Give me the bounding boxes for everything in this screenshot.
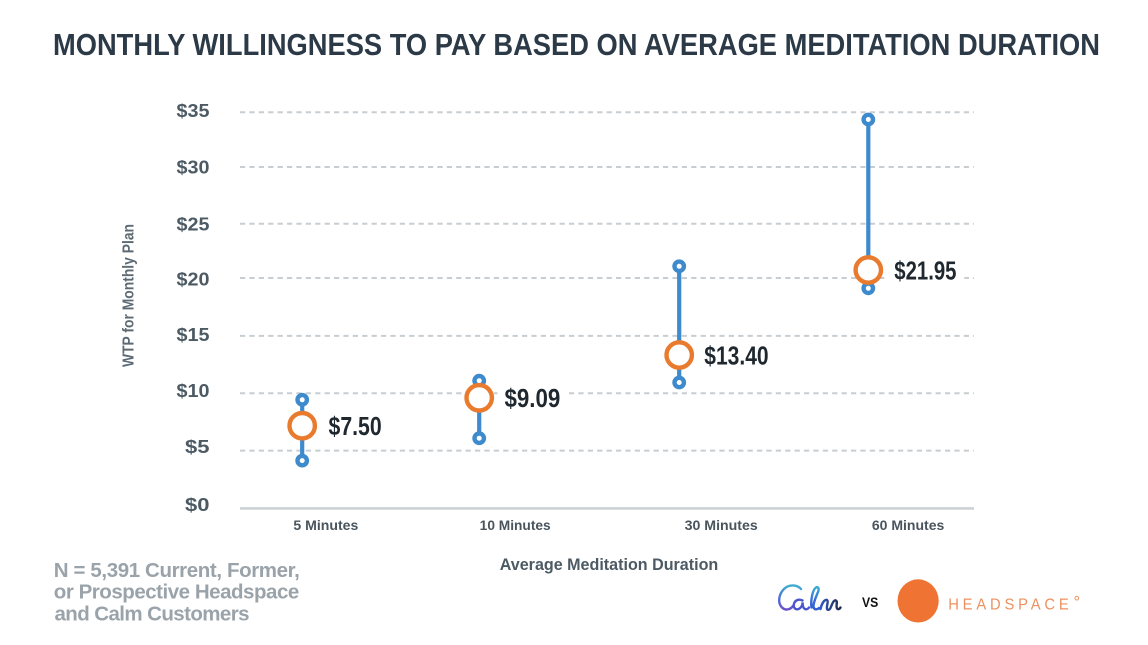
svg-text:$0: $0 [185,496,209,516]
svg-text:60 Minutes: 60 Minutes [872,518,945,533]
svg-text:$30: $30 [177,158,210,178]
svg-text:$35: $35 [177,102,210,122]
svg-text:N = 5,391 Current, Former,: N = 5,391 Current, Former, [54,559,300,582]
svg-text:VS: VS [862,595,878,610]
svg-text:$25: $25 [177,215,210,235]
svg-text:Average Meditation Duration: Average Meditation Duration [500,556,719,574]
svg-text:$21.95: $21.95 [894,255,956,285]
svg-text:HEADSPACE: HEADSPACE [948,596,1072,613]
svg-text:WTP for Monthly Plan: WTP for Monthly Plan [121,224,138,367]
svg-text:$9.09: $9.09 [505,383,561,413]
svg-text:$7.50: $7.50 [329,411,382,441]
svg-text:or Prospective Headspace: or Prospective Headspace [54,581,299,604]
svg-text:5 Minutes: 5 Minutes [293,518,358,533]
svg-text:and Calm Customers: and Calm Customers [55,602,250,625]
svg-text:$13.40: $13.40 [704,340,768,370]
svg-text:$20: $20 [177,270,210,290]
svg-text:10 Minutes: 10 Minutes [480,518,551,533]
svg-text:MONTHLY WILLINGNESS TO PAY BAS: MONTHLY WILLINGNESS TO PAY BASED ON AVER… [53,28,1100,62]
svg-text:$10: $10 [177,382,210,402]
svg-text:30 Minutes: 30 Minutes [685,518,758,533]
svg-text:$5: $5 [185,438,209,458]
svg-text:$15: $15 [177,326,210,346]
